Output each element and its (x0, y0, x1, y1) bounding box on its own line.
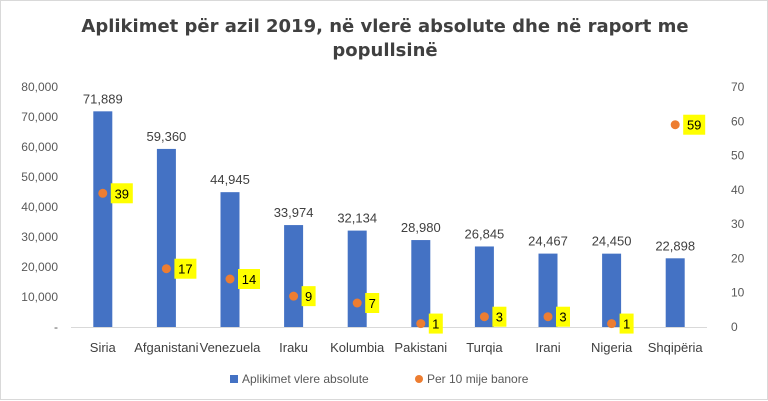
scatter-point (289, 291, 299, 301)
y-right-tick-label: 40 (731, 183, 745, 197)
scatter-data-label: 39 (115, 186, 129, 201)
bar (411, 240, 431, 327)
y-left-tick-label: 70,000 (21, 110, 58, 124)
scatter-data-label: 7 (369, 296, 376, 311)
legend-bar-swatch (230, 375, 238, 383)
y-right-tick-label: 0 (731, 320, 738, 334)
y-left-tick-label: 30,000 (21, 230, 58, 244)
scatter-label-background (365, 293, 380, 313)
y-right-tick-label: 20 (731, 251, 745, 265)
scatter-point (543, 312, 553, 322)
bar (347, 230, 367, 327)
scatter-point (225, 274, 235, 284)
bar-data-label: 26,845 (465, 226, 505, 241)
chart-title-line-1: Aplikimet për azil 2019, në vlerë absolu… (81, 16, 689, 37)
y-right-tick-label: 10 (731, 286, 745, 300)
scatter-data-label: 17 (178, 262, 192, 277)
x-category-label: Nigeria (591, 340, 633, 355)
y-left-tick-label: 60,000 (21, 140, 58, 154)
y-left-tick-label: 40,000 (21, 200, 58, 214)
y-left-tick-label: - (54, 320, 58, 334)
x-category-label: Pakistani (394, 340, 447, 355)
scatter-label-background (238, 269, 260, 289)
scatter-data-label: 59 (687, 118, 701, 133)
bar (93, 111, 113, 327)
y-left-tick-label: 20,000 (21, 260, 58, 274)
bar (474, 246, 494, 327)
scatter-point (479, 312, 489, 322)
x-category-label: Iraku (279, 340, 308, 355)
y-right-tick-label: 60 (731, 114, 745, 128)
scatter-point (161, 264, 171, 274)
y-right-tick-label: 50 (731, 149, 745, 163)
bar-data-label: 33,974 (274, 205, 314, 220)
x-category-label: Siria (90, 340, 117, 355)
scatter-label-background (428, 313, 443, 334)
bar (538, 253, 558, 327)
x-category-label: Afganistani (134, 340, 198, 355)
legend-scatter-swatch (415, 375, 423, 383)
scatter-data-label: 1 (623, 317, 630, 332)
scatter-data-label: 14 (242, 272, 256, 287)
bar (156, 148, 176, 327)
scatter-label-background (683, 114, 706, 135)
scatter-data-label: 1 (432, 317, 439, 332)
scatter-label-background (110, 183, 133, 204)
scatter-label-background (301, 286, 316, 307)
chart-title-line-2: popullsinë (332, 40, 438, 61)
scatter-point (670, 120, 680, 130)
scatter-point (416, 319, 426, 329)
scatter-point (98, 188, 108, 198)
bar-data-label: 71,889 (83, 91, 123, 106)
scatter-point (352, 298, 362, 308)
scatter-data-label: 3 (559, 310, 566, 325)
legend-bar-label: Aplikimet vlere absolute (242, 372, 369, 386)
bar-data-label: 44,945 (210, 172, 250, 187)
bar-data-label: 24,467 (528, 234, 568, 249)
bar (220, 192, 240, 327)
chart-title: Aplikimet për azil 2019, në vlerë absolu… (1, 15, 768, 63)
y-left-tick-label: 80,000 (21, 80, 58, 94)
bar (665, 258, 685, 327)
scatter-label-background (556, 306, 570, 327)
scatter-label-background (492, 306, 507, 327)
bar-data-label: 24,450 (592, 234, 632, 249)
bar-data-label: 32,134 (337, 211, 377, 226)
x-category-label: Irani (535, 340, 560, 355)
scatter-data-label: 3 (496, 310, 503, 325)
scatter-point (607, 319, 617, 329)
scatter-label-background (174, 258, 197, 279)
x-category-label: Turqia (466, 340, 503, 355)
x-category-label: Venezuela (200, 340, 261, 355)
bar-data-label: 28,980 (401, 220, 441, 235)
bar-data-label: 22,898 (655, 238, 695, 253)
y-left-tick-label: 50,000 (21, 170, 58, 184)
x-category-label: Kolumbia (330, 340, 385, 355)
legend-scatter-label: Per 10 mije banore (427, 372, 529, 386)
y-right-tick-label: 30 (731, 217, 745, 231)
y-left-tick-label: 10,000 (21, 290, 58, 304)
x-category-label: Shqipëria (648, 340, 704, 355)
bar-data-label: 59,360 (147, 129, 187, 144)
y-right-tick-label: 70 (731, 80, 745, 94)
scatter-label-background (619, 313, 634, 334)
bar (602, 253, 622, 327)
scatter-data-label: 9 (305, 289, 312, 304)
bar (284, 225, 304, 327)
